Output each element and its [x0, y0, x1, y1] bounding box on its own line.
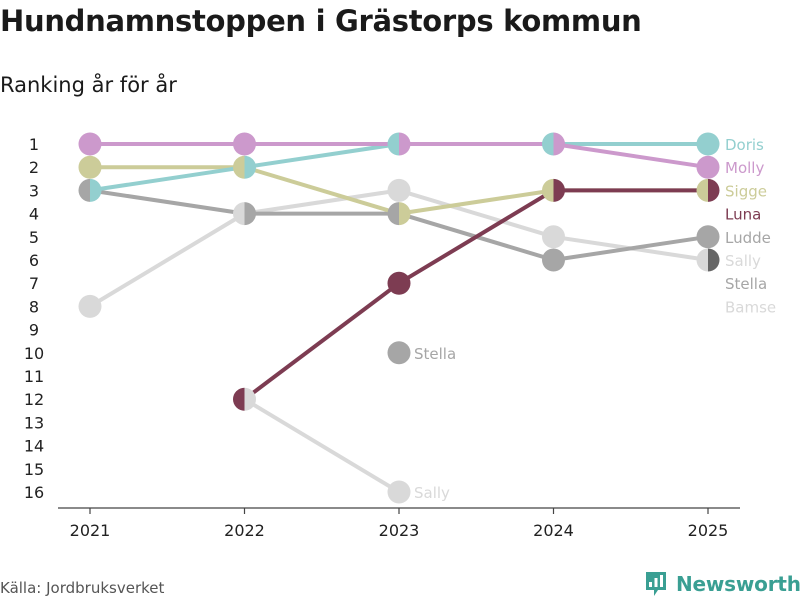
- y-tick-label: 1: [29, 135, 39, 154]
- y-tick-label: 4: [29, 205, 39, 224]
- point-ludde-sigge-2023: [387, 202, 411, 226]
- y-tick-label: 13: [24, 413, 44, 432]
- point-half-sigge: [233, 155, 245, 179]
- point-half-sally: [696, 248, 708, 272]
- point-half-doris: [244, 155, 256, 179]
- point-half-molly: [553, 132, 565, 156]
- point-sally-2024: [542, 225, 565, 249]
- point-ludde-2024: [542, 248, 565, 272]
- point-half-luna: [233, 387, 245, 411]
- point-sigge-luna-2025: [696, 178, 720, 202]
- end-label-ludde: Ludde: [725, 229, 771, 247]
- y-tick-label: 15: [24, 460, 44, 479]
- series-line-sally: [242, 188, 401, 216]
- point-label-sally: Sally: [414, 484, 450, 502]
- point-sally-ludde-2022: [233, 202, 256, 226]
- end-label-sally: Sally: [725, 252, 761, 270]
- x-tick-label: 2021: [70, 521, 111, 540]
- point-half-sigge: [696, 178, 708, 202]
- series-line-molly: [551, 142, 710, 170]
- point-half-molly: [399, 132, 411, 156]
- point-half-luna: [553, 178, 565, 202]
- line-layer: [88, 142, 710, 494]
- y-tick-label: 7: [29, 274, 39, 293]
- point-half-stella: [708, 248, 720, 272]
- y-tick-label: 10: [24, 344, 44, 363]
- series-line-luna: [397, 188, 556, 286]
- point-label-stella: Stella: [414, 345, 456, 363]
- series-line-doris: [88, 165, 247, 193]
- source-note: Källa: Jordbruksverket: [0, 579, 165, 597]
- y-tick-label: 11: [24, 367, 44, 386]
- series-line-sally-secondary: [242, 397, 401, 494]
- point-ludde-2025: [696, 225, 720, 249]
- y-tick-label: 2: [29, 158, 39, 177]
- point-sally-2023: [387, 480, 411, 504]
- series-line-sigge: [242, 165, 401, 216]
- chart-title: Hundnamnstoppen i Grästorps kommun: [0, 4, 642, 38]
- brand-chart-icon: [646, 572, 666, 596]
- point-doris-molly-2024: [542, 132, 565, 156]
- x-tick-label: 2024: [533, 521, 574, 540]
- series-line-sigge: [397, 188, 556, 216]
- point-doris-molly-2023: [387, 132, 411, 156]
- point-sally-2023: [387, 178, 411, 202]
- y-tick-label: 3: [29, 181, 39, 200]
- y-tick-label: 5: [29, 228, 39, 247]
- end-label-sigge: Sigge: [725, 182, 767, 200]
- point-sigge-doris-2022: [233, 155, 256, 179]
- point-molly-2025: [696, 155, 720, 179]
- end-label-stella: Stella: [725, 275, 767, 293]
- brand-name: Newsworthy: [676, 572, 800, 596]
- point-half-luna: [708, 178, 720, 202]
- point-half-sally: [244, 387, 256, 411]
- point-sigge-2021: [78, 155, 102, 179]
- point-doris-2025: [696, 132, 720, 156]
- series-line-ludde: [88, 188, 247, 216]
- y-tick-label: 8: [29, 297, 39, 316]
- point-molly-2021: [78, 132, 102, 156]
- y-tick-label: 9: [29, 321, 39, 340]
- end-label-molly: Molly: [725, 159, 764, 177]
- point-sally-2021: [78, 294, 102, 318]
- y-tick-label: 14: [24, 437, 44, 456]
- point-ludde-doris-2021: [78, 178, 102, 202]
- point-half-ludde: [78, 178, 90, 202]
- label-layer: Sally Stella Doris Molly Sigge Luna Ludde Sally…: [414, 136, 776, 502]
- point-sally-stella-2025: [696, 248, 720, 272]
- y-tick-label: 12: [24, 390, 44, 409]
- series-line-sally: [397, 188, 556, 239]
- x-tick-label: 2023: [379, 521, 420, 540]
- y-tick-label: 6: [29, 251, 39, 270]
- chart-subtitle: Ranking år för år: [0, 73, 177, 97]
- point-luna-2023: [387, 271, 411, 295]
- point-stella-2023: [387, 341, 411, 365]
- point-half-doris: [542, 132, 554, 156]
- point-half-doris: [387, 132, 399, 156]
- point-half-ludde: [244, 202, 256, 226]
- point-molly-2022: [233, 132, 256, 156]
- point-sigge-luna-2024: [542, 178, 565, 202]
- point-half-sigge: [542, 178, 554, 202]
- point-half-sally: [233, 202, 245, 226]
- point-luna-sally-2022: [233, 387, 256, 411]
- end-label-luna: Luna: [725, 206, 761, 224]
- series-line-luna: [242, 281, 401, 402]
- point-layer: [78, 132, 720, 504]
- point-half-doris: [90, 178, 102, 202]
- series-line-ludde: [551, 234, 710, 262]
- x-tick-label: 2025: [688, 521, 729, 540]
- series-line-sally: [88, 211, 247, 309]
- point-half-sigge: [399, 202, 411, 226]
- end-label-bamse: Bamse: [725, 298, 776, 316]
- end-label-doris: Doris: [725, 136, 764, 154]
- y-tick-label: 16: [24, 483, 44, 502]
- x-tick-label: 2022: [224, 521, 265, 540]
- brand-logo: Newsworthy: [644, 570, 800, 598]
- point-half-ludde: [387, 202, 399, 226]
- series-line-doris: [242, 142, 401, 170]
